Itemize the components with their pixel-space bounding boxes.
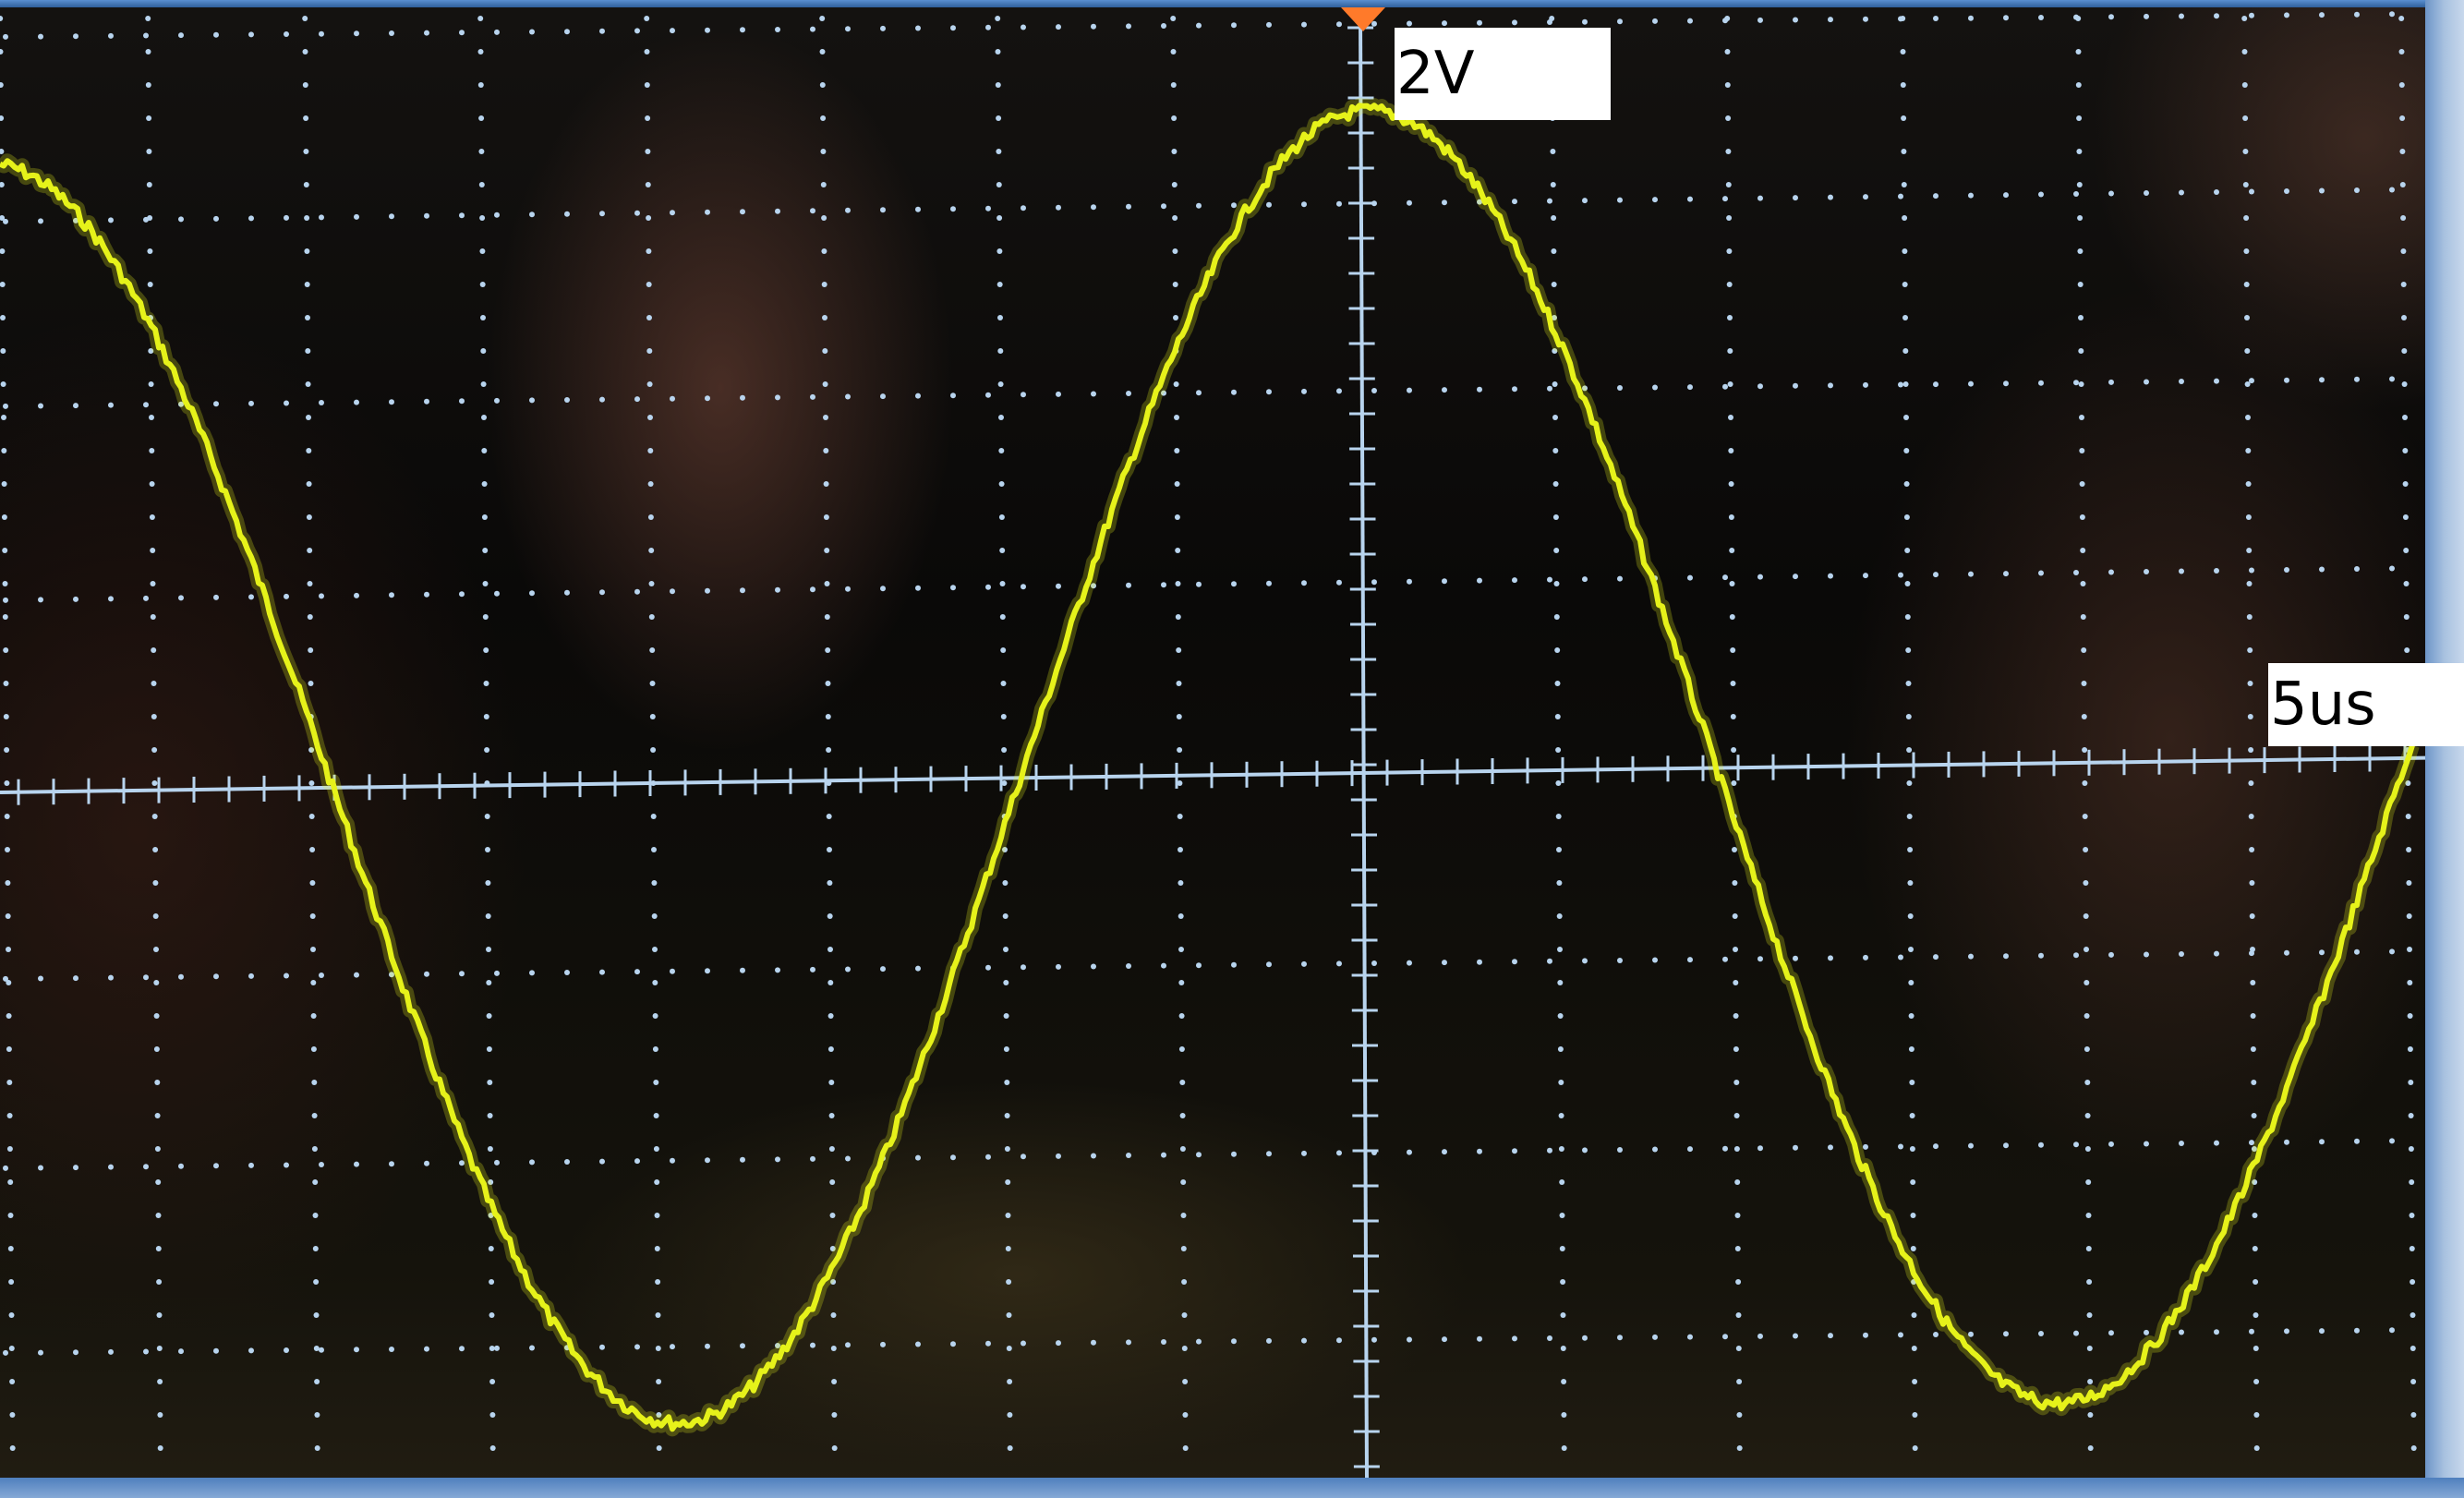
signal-trace [0, 103, 2415, 1432]
screen-bezel-right [2425, 0, 2464, 1498]
screen-bezel-bottom [0, 1478, 2464, 1498]
center-vertical-axis [1359, 16, 1369, 1479]
screen-bezel-top [0, 0, 2464, 7]
graticule-grid [0, 11, 2417, 1451]
axis-tick-marks [17, 26, 2407, 1468]
signal-trace-glow [0, 98, 2420, 1437]
time-per-division-label: 5us [2268, 663, 2464, 746]
triangle-down-icon [1341, 7, 1385, 31]
volts-per-division-label: 2V [1395, 28, 1611, 120]
